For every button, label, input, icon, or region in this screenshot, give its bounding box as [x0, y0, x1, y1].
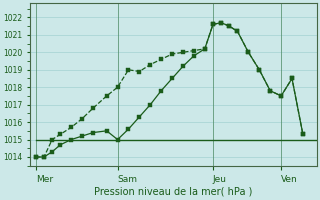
X-axis label: Pression niveau de la mer( hPa ): Pression niveau de la mer( hPa ) — [94, 187, 252, 197]
